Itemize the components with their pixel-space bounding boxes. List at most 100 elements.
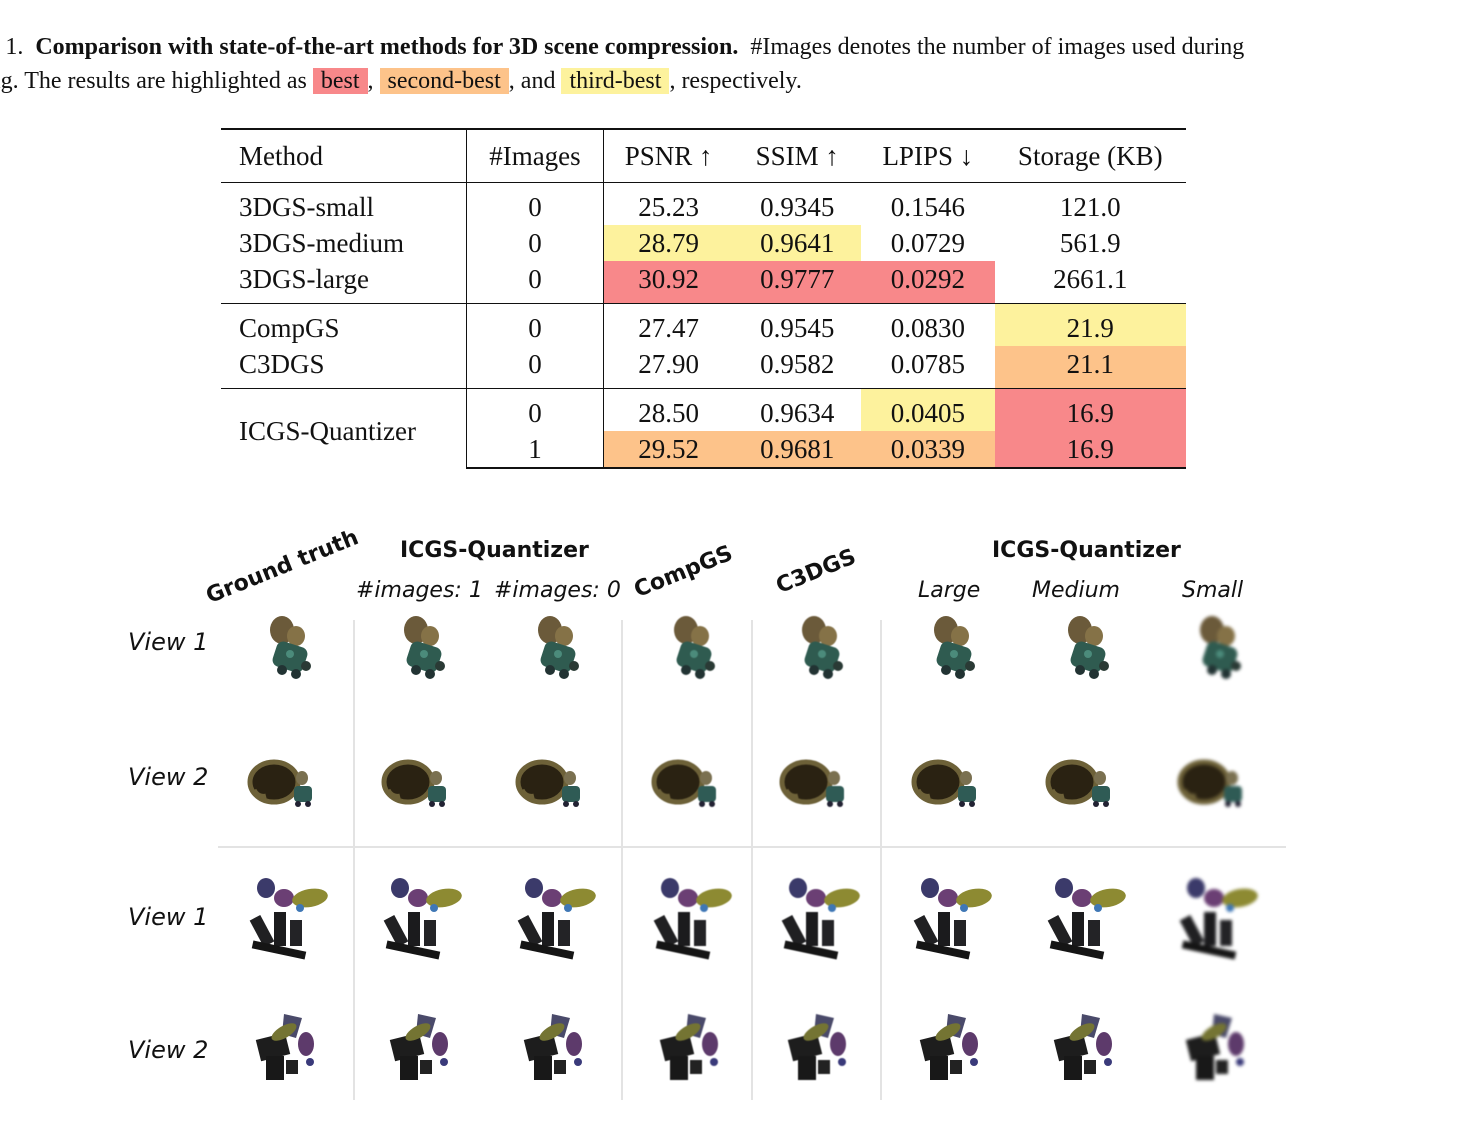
header-images: #Images [465, 128, 604, 183]
render-thumbnail [244, 608, 334, 698]
header-ssim: SSIM ↑ [733, 128, 862, 183]
render-thumbnail [1042, 738, 1132, 828]
render-thumbnail [648, 608, 738, 698]
legend-second-best: second-best [379, 68, 509, 94]
cell-lpips: 0.0405 [861, 388, 995, 431]
cell-lpips: 0.0292 [861, 261, 995, 304]
cell-images: 0 [465, 261, 604, 304]
render-thumbnail [244, 1004, 334, 1094]
divider [218, 846, 1286, 848]
cell-psnr: 28.79 [603, 225, 734, 261]
render-thumbnail [908, 874, 998, 964]
cell-ssim: 0.9641 [733, 225, 862, 261]
divider [353, 620, 355, 1100]
cell-method: ICGS-Quantizer [221, 388, 467, 468]
cell-storage: 561.9 [1059, 227, 1121, 258]
render-thumbnail [908, 1004, 998, 1094]
render-thumbnail [908, 608, 998, 698]
render-thumbnail [648, 738, 738, 828]
cell-images: 1 [465, 431, 604, 469]
render-thumbnail [1174, 874, 1264, 964]
render-thumbnail [378, 738, 468, 828]
divider [751, 620, 753, 1100]
render-thumbnail [776, 608, 866, 698]
cell-lpips: 0.0729 [890, 227, 965, 258]
table-caption: le 1. Comparison with state-of-the-art m… [0, 30, 1452, 98]
cell-lpips: 0.0339 [861, 431, 995, 469]
header-large: Large [918, 578, 981, 603]
divider [621, 620, 623, 1100]
table-row: CompGS 0 27.47 0.9545 0.0830 21.9 [221, 303, 1186, 346]
cell-ssim: 0.9681 [733, 431, 862, 469]
table-row: 3DGS-large 0 30.92 0.9777 0.0292 2661.1 [221, 261, 1186, 304]
header-ground-truth: Ground truth [202, 525, 363, 609]
render-thumbnail [378, 1004, 468, 1094]
results-table: Method #Images PSNR ↑ SSIM ↑ LPIPS ↓ Sto… [221, 128, 1186, 469]
render-thumbnail [1042, 1004, 1132, 1094]
render-thumbnail [1174, 1004, 1264, 1094]
cell-storage: 121.0 [994, 182, 1186, 225]
render-thumbnail [512, 738, 602, 828]
caption-title: Comparison with state-of-the-art methods… [35, 34, 739, 60]
render-thumbnail [776, 874, 866, 964]
caption-text-2: ing. The results are highlighted as [0, 68, 307, 94]
caption-line-1: le 1. Comparison with state-of-the-art m… [0, 30, 1452, 64]
cell-images: 0 [465, 182, 604, 225]
qualitative-figure: Ground truth ICGS-Quantizer #images: 1 #… [0, 520, 1457, 1120]
caption-end: , respectively. [669, 68, 802, 94]
render-thumbnail [512, 1004, 602, 1094]
cell-images: 0 [465, 346, 604, 389]
cell-storage: 21.1 [994, 346, 1186, 389]
cell-lpips: 0.0830 [861, 303, 995, 346]
header-small: Small [1182, 578, 1244, 603]
render-thumbnail [1174, 738, 1264, 828]
table-row: ICGS-Quantizer 0 28.50 0.9634 0.0405 16.… [221, 388, 1186, 468]
legend-third-best: third-best [561, 68, 670, 94]
render-thumbnail [378, 874, 468, 964]
cell-method: C3DGS [239, 348, 325, 379]
row-label-view-1b: View 1 [128, 903, 209, 931]
table-row: 1 29.52 0.9681 0.0339 16.9 [221, 431, 1186, 469]
row-label-view-1: View 1 [128, 628, 209, 656]
cell-psnr: 27.90 [638, 348, 700, 379]
cell-method: 3DGS-large [239, 263, 369, 294]
table-header-row: Method #Images PSNR ↑ SSIM ↑ LPIPS ↓ Sto… [221, 128, 1186, 183]
legend-best: best [312, 68, 368, 94]
cell-ssim: 0.9777 [733, 261, 862, 304]
cell-ssim: 0.9545 [733, 303, 862, 346]
render-thumbnail [512, 608, 602, 698]
render-thumbnail [648, 1004, 738, 1094]
header-medium: Medium [1032, 578, 1120, 603]
row-label-view-2b: View 2 [128, 1036, 209, 1064]
cell-method: CompGS [221, 303, 467, 346]
cell-psnr: 25.23 [603, 182, 734, 225]
cell-storage: 16.9 [994, 431, 1186, 469]
cell-ssim: 0.9634 [733, 388, 862, 431]
render-thumbnail [1042, 608, 1132, 698]
render-thumbnail [512, 874, 602, 964]
table-row: C3DGS 0 27.90 0.9582 0.0785 21.1 [221, 346, 1186, 389]
render-thumbnail [776, 738, 866, 828]
cell-lpips: 0.0785 [890, 348, 965, 379]
header-method: Method [221, 128, 467, 183]
cell-storage: 21.9 [994, 303, 1186, 346]
cell-images: 0 [465, 225, 604, 261]
caption-comma: , [367, 68, 374, 94]
cell-psnr: 27.47 [603, 303, 734, 346]
render-thumbnail [1042, 874, 1132, 964]
render-thumbnail [378, 608, 468, 698]
table-row: 3DGS-medium 0 28.79 0.9641 0.0729 561.9 [221, 225, 1186, 261]
cell-images: 0 [465, 388, 604, 431]
caption-line-2: ing. The results are highlighted as best… [0, 64, 1452, 98]
table-row: 3DGS-small 0 25.23 0.9345 0.1546 121.0 [221, 182, 1186, 225]
cell-psnr: 29.52 [603, 431, 734, 469]
caption-text: #Images denotes the number of images use… [750, 34, 1245, 60]
cell-images: 0 [465, 303, 604, 346]
cell-lpips: 0.1546 [861, 182, 995, 225]
cell-psnr: 30.92 [603, 261, 734, 304]
cell-ssim: 0.9582 [760, 348, 835, 379]
render-thumbnail [776, 1004, 866, 1094]
render-thumbnail [1174, 608, 1264, 698]
render-thumbnail [244, 738, 334, 828]
render-thumbnail [244, 874, 334, 964]
